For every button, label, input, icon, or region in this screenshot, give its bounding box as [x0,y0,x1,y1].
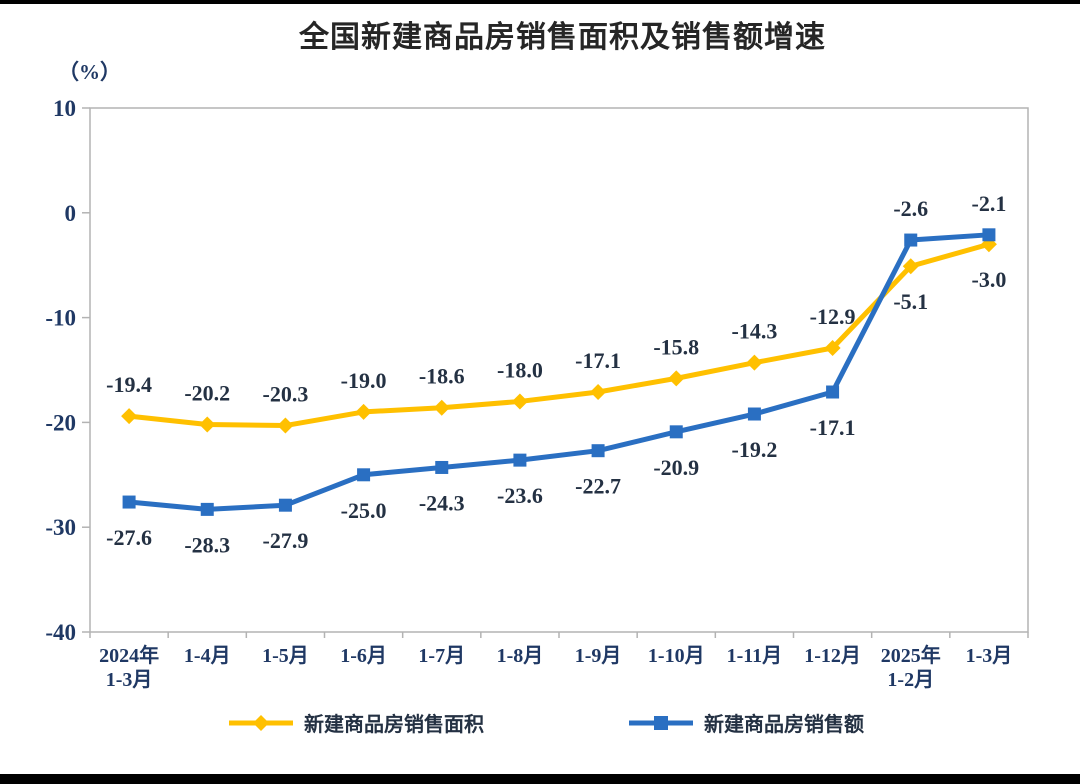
x-tick-label: 1-7月 [418,645,465,667]
data-label: -28.3 [184,532,230,557]
x-tick-label: 1-4月 [184,645,231,667]
data-label: -17.1 [810,415,856,440]
data-label: -19.2 [732,437,778,462]
y-tick-label: -10 [45,306,76,331]
data-label: -14.3 [732,319,778,344]
data-label: -17.1 [575,348,621,373]
series-line-0 [126,241,992,429]
data-label: -2.1 [972,191,1007,216]
data-point-diamond [824,339,841,356]
data-label: -3.0 [972,267,1007,292]
x-tick-label: 1-10月 [648,645,705,667]
data-label: -19.4 [106,372,152,397]
data-point-diamond [121,408,138,425]
data-label: -20.2 [184,380,230,405]
legend-item-sales-amount: 新建商品房销售额 [628,708,864,737]
x-tick-label: 1-11月 [727,645,783,667]
x-tick-label: 2024年 1-3月 [99,643,159,691]
data-label: -15.8 [653,334,699,359]
data-label: -2.6 [893,196,928,221]
x-tick-label: 1-9月 [575,645,622,667]
chart-title: 全国新建商品房销售面积及销售额增速 [299,21,826,54]
x-tick-label: 1-5月 [262,645,309,667]
y-tick-label: 0 [65,201,77,226]
data-point-diamond [511,393,528,410]
x-tick-label: 1-8月 [497,645,544,667]
legend-item-sales-area: 新建商品房销售面积 [228,708,484,737]
data-point-square [982,228,996,242]
data-point-square [278,498,292,512]
data-point-square [357,468,371,482]
data-point-square [122,495,136,509]
data-label: -22.7 [575,474,621,499]
legend-diamond-marker-icon [253,714,269,731]
legend-swatch-amount [629,715,693,730]
data-point-square [826,385,840,399]
legend-label-sales-area: 新建商品房销售面积 [304,714,484,736]
y-tick-label: -40 [45,620,76,645]
data-point-diamond [433,399,450,416]
data-label: -25.0 [341,498,387,523]
data-point-diamond [355,403,372,420]
data-label: -20.9 [653,455,699,480]
data-point-square [591,444,605,458]
data-label: -5.1 [893,289,928,314]
data-label: -19.0 [341,368,387,393]
bottom-black-bar [0,774,1080,784]
y-axis-unit-label: （%） [58,60,121,84]
legend-label-sales-amount: 新建商品房销售额 [704,714,864,736]
data-label: -18.0 [497,357,543,382]
data-point-diamond [590,384,607,401]
x-tick-label: 2025年 1-2月 [881,643,941,691]
x-tick-label: 1-12月 [804,645,861,667]
series-line-1 [126,232,992,512]
data-point-diamond [746,354,763,371]
legend-swatch-area [229,714,293,731]
data-label: -18.6 [419,364,465,389]
data-label: -24.3 [419,490,465,515]
legend-square-marker-icon [654,715,668,730]
y-tick-label: -20 [45,410,76,435]
data-point-square [669,425,683,439]
data-point-diamond [199,416,216,433]
data-point-square [747,407,761,421]
y-tick-label: 10 [53,96,76,121]
x-tick-label: 1-6月 [340,645,387,667]
data-label: -12.9 [810,304,856,329]
plot-border [89,107,1029,633]
data-point-square [904,233,918,247]
data-point-square [513,453,527,467]
y-tick-label: -30 [45,515,76,540]
data-label: -27.9 [263,528,309,553]
data-point-square [200,502,214,516]
data-label: -27.6 [106,525,152,550]
data-label: -20.3 [263,382,309,407]
x-tick-label: 1-3月 [966,645,1013,667]
data-label: -23.6 [497,483,543,508]
data-point-diamond [277,417,294,434]
data-point-diamond [902,258,919,275]
data-point-diamond [668,370,685,387]
top-black-bar [0,0,1080,4]
data-point-square [435,460,449,474]
